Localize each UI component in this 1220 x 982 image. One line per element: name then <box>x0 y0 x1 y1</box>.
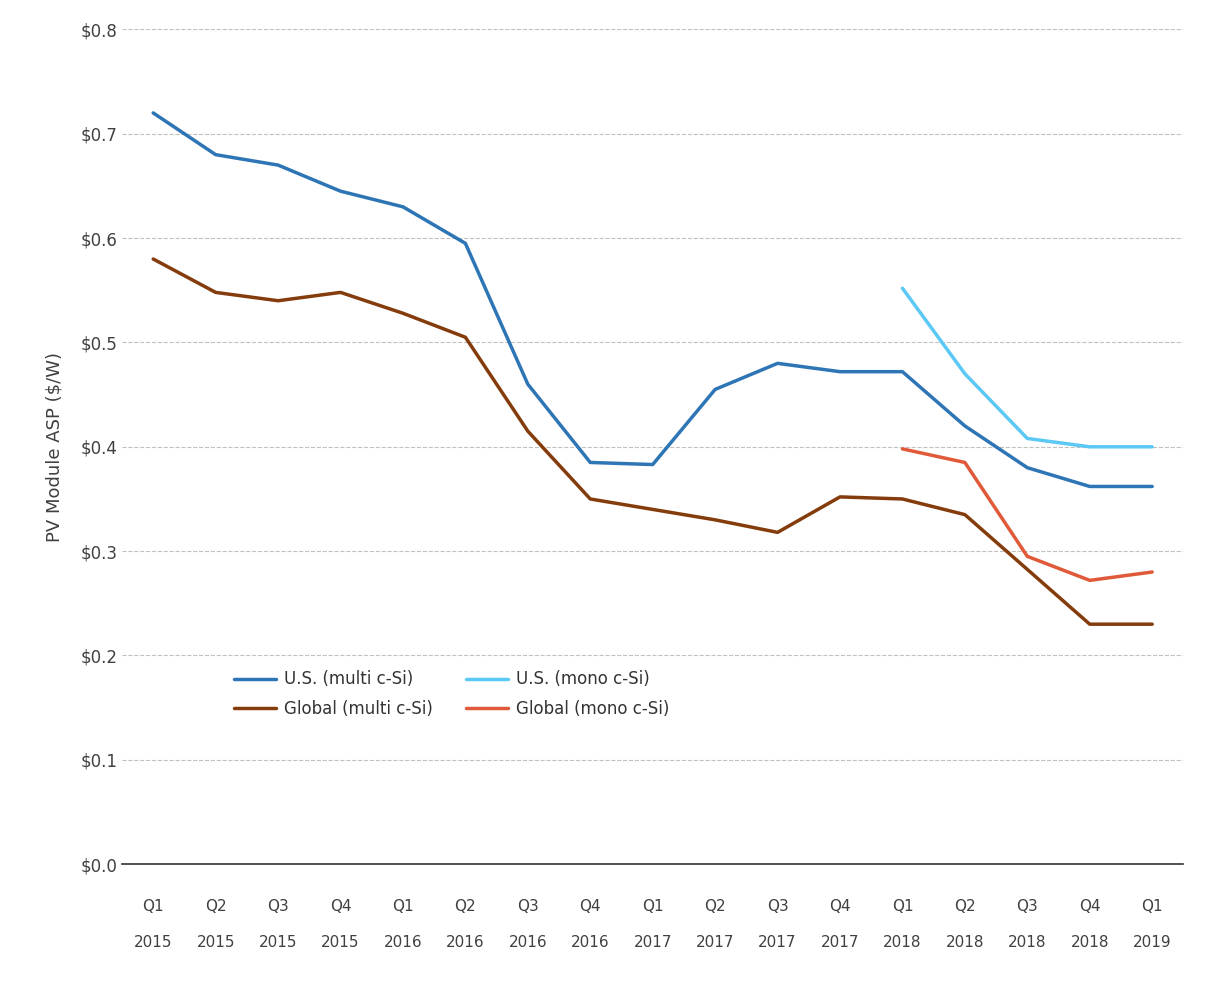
Text: Q1: Q1 <box>392 900 414 914</box>
Text: Q1: Q1 <box>642 900 664 914</box>
Text: Q4: Q4 <box>830 900 850 914</box>
U.S. (multi c-Si) <box>271 159 285 171</box>
U.S. (multi c-Si) <box>209 149 223 161</box>
Global (multi c-Si) <box>770 526 784 538</box>
U.S. (multi c-Si) <box>708 384 722 396</box>
Global (multi c-Si) <box>271 295 285 306</box>
Line: Global (multi c-Si): Global (multi c-Si) <box>154 259 1152 625</box>
Text: Q2: Q2 <box>205 900 227 914</box>
U.S. (mono c-Si) <box>895 283 910 295</box>
U.S. (multi c-Si) <box>395 201 410 213</box>
U.S. (multi c-Si) <box>833 366 848 378</box>
Text: 2016: 2016 <box>509 935 547 951</box>
U.S. (mono c-Si) <box>1082 441 1097 453</box>
Text: 2018: 2018 <box>1070 935 1109 951</box>
Text: 2019: 2019 <box>1133 935 1171 951</box>
Global (multi c-Si) <box>333 287 348 299</box>
U.S. (multi c-Si) <box>895 366 910 378</box>
Text: 2015: 2015 <box>134 935 172 951</box>
Text: Q4: Q4 <box>580 900 601 914</box>
Text: 2016: 2016 <box>571 935 610 951</box>
Text: Q3: Q3 <box>766 900 788 914</box>
Global (multi c-Si) <box>458 331 472 343</box>
U.S. (multi c-Si) <box>521 378 536 390</box>
U.S. (multi c-Si) <box>333 186 348 197</box>
Global (multi c-Si) <box>1144 619 1159 630</box>
Legend: U.S. (multi c-Si), Global (multi c-Si), U.S. (mono c-Si), Global (mono c-Si): U.S. (multi c-Si), Global (multi c-Si), … <box>226 662 678 727</box>
Text: Q3: Q3 <box>517 900 539 914</box>
Text: 2017: 2017 <box>695 935 734 951</box>
Global (mono c-Si) <box>958 457 972 468</box>
Text: Q2: Q2 <box>704 900 726 914</box>
Text: 2018: 2018 <box>883 935 921 951</box>
U.S. (multi c-Si) <box>645 459 660 470</box>
Text: Q4: Q4 <box>1078 900 1100 914</box>
Global (mono c-Si) <box>1144 566 1159 577</box>
Text: Q1: Q1 <box>1142 900 1163 914</box>
Line: Global (mono c-Si): Global (mono c-Si) <box>903 449 1152 580</box>
Text: 2015: 2015 <box>196 935 235 951</box>
U.S. (multi c-Si) <box>1020 462 1035 473</box>
Global (multi c-Si) <box>895 493 910 505</box>
U.S. (multi c-Si) <box>1144 480 1159 492</box>
Text: Q1: Q1 <box>892 900 914 914</box>
Global (multi c-Si) <box>833 491 848 503</box>
Text: Q4: Q4 <box>329 900 351 914</box>
Global (mono c-Si) <box>1020 551 1035 563</box>
Y-axis label: PV Module ASP ($/W): PV Module ASP ($/W) <box>45 352 63 542</box>
Global (multi c-Si) <box>583 493 598 505</box>
Text: Q3: Q3 <box>267 900 289 914</box>
U.S. (multi c-Si) <box>958 420 972 432</box>
Text: Q1: Q1 <box>143 900 163 914</box>
U.S. (multi c-Si) <box>146 107 161 119</box>
Text: 2018: 2018 <box>1008 935 1047 951</box>
Global (multi c-Si) <box>146 253 161 265</box>
U.S. (multi c-Si) <box>583 457 598 468</box>
Global (mono c-Si) <box>895 443 910 455</box>
Text: 2016: 2016 <box>447 935 484 951</box>
Text: 2015: 2015 <box>321 935 360 951</box>
Text: 2018: 2018 <box>946 935 985 951</box>
Global (multi c-Si) <box>958 509 972 520</box>
Global (mono c-Si) <box>1082 574 1097 586</box>
U.S. (multi c-Si) <box>770 357 784 369</box>
U.S. (multi c-Si) <box>458 238 472 249</box>
Global (multi c-Si) <box>645 504 660 516</box>
Text: Q3: Q3 <box>1016 900 1038 914</box>
U.S. (mono c-Si) <box>1020 433 1035 445</box>
Global (multi c-Si) <box>395 307 410 319</box>
Text: 2017: 2017 <box>633 935 672 951</box>
Global (multi c-Si) <box>521 425 536 437</box>
Text: 2017: 2017 <box>759 935 797 951</box>
U.S. (mono c-Si) <box>958 368 972 380</box>
Text: Q2: Q2 <box>455 900 476 914</box>
Text: 2017: 2017 <box>821 935 859 951</box>
Text: 2015: 2015 <box>259 935 298 951</box>
Global (multi c-Si) <box>708 514 722 525</box>
Text: Q2: Q2 <box>954 900 976 914</box>
U.S. (multi c-Si) <box>1082 480 1097 492</box>
Text: 2016: 2016 <box>383 935 422 951</box>
Line: U.S. (mono c-Si): U.S. (mono c-Si) <box>903 289 1152 447</box>
U.S. (mono c-Si) <box>1144 441 1159 453</box>
Global (multi c-Si) <box>209 287 223 299</box>
Global (multi c-Si) <box>1082 619 1097 630</box>
Line: U.S. (multi c-Si): U.S. (multi c-Si) <box>154 113 1152 486</box>
